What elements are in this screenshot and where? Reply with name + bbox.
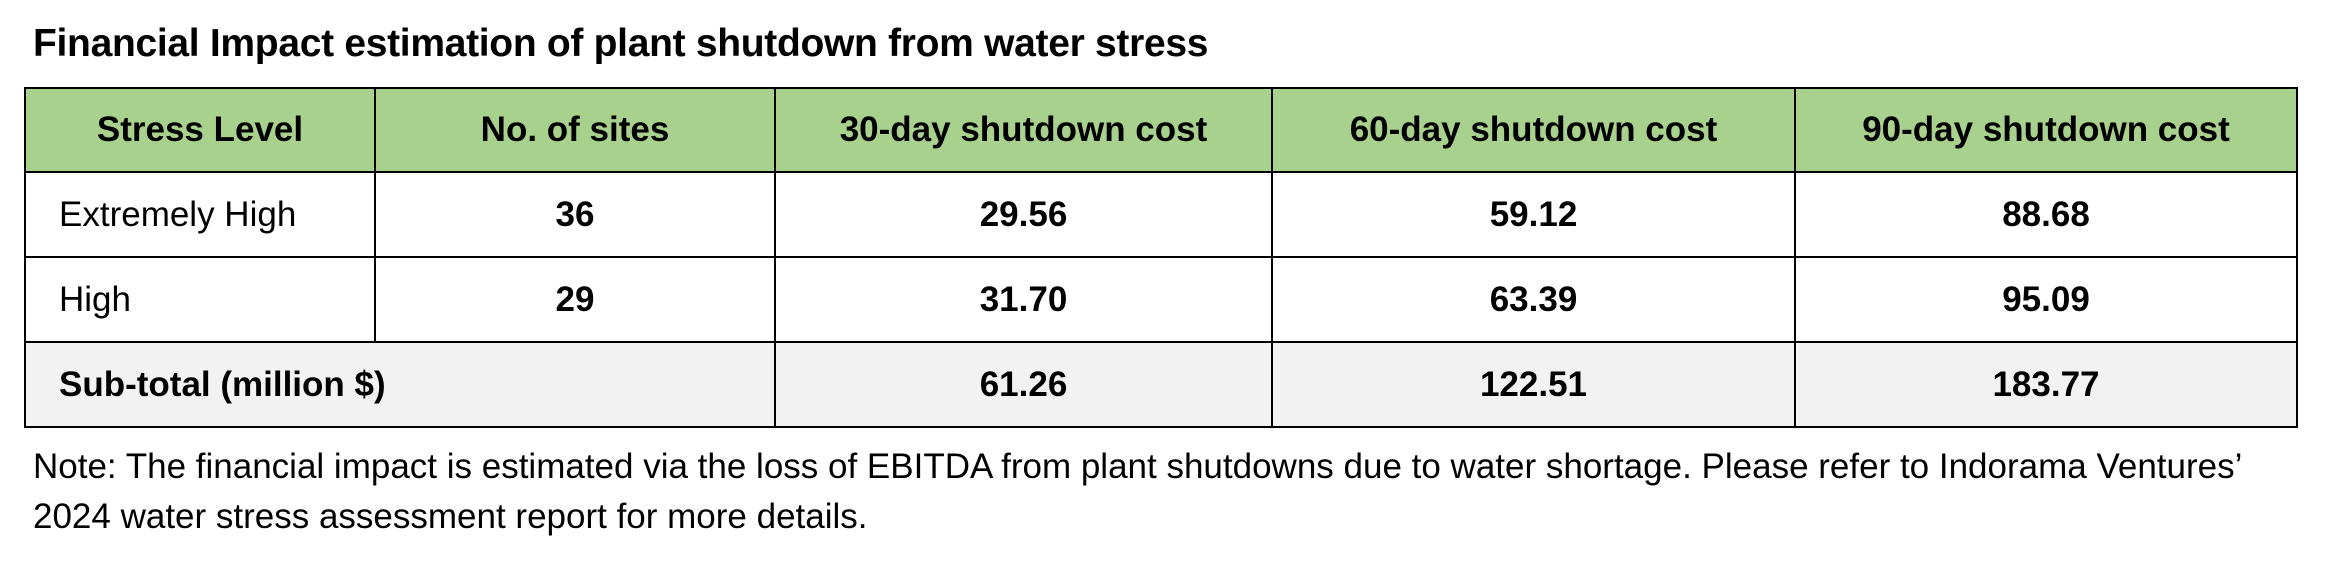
table-row: High 29 31.70 63.39 95.09 — [24, 256, 2298, 343]
cost-30-cell: 31.70 — [774, 256, 1273, 343]
cost-30-cell: 29.56 — [774, 171, 1273, 258]
cost-90-cell: 88.68 — [1794, 171, 2298, 258]
footnote: Note: The financial impact is estimated … — [33, 447, 2242, 536]
header-stress-level: Stress Level — [24, 87, 376, 173]
financial-impact-table: Stress Level No. of sites 30-day shutdow… — [24, 87, 2298, 428]
cost-60-cell: 63.39 — [1271, 256, 1796, 343]
page-title: Financial Impact estimation of plant shu… — [33, 22, 1209, 65]
sites-cell: 29 — [374, 256, 776, 343]
table-header-row: Stress Level No. of sites 30-day shutdow… — [24, 87, 2298, 173]
subtotal-row: Sub-total (million $) 61.26 122.51 183.7… — [24, 341, 2298, 428]
header-30-day-cost: 30-day shutdown cost — [774, 87, 1273, 173]
cost-60-cell: 59.12 — [1271, 171, 1796, 258]
stress-level-cell: Extremely High — [24, 171, 376, 258]
subtotal-label: Sub-total (million $) — [24, 341, 776, 428]
header-90-day-cost: 90-day shutdown cost — [1794, 87, 2298, 173]
stress-level-cell: High — [24, 256, 376, 343]
subtotal-cost-90: 183.77 — [1794, 341, 2298, 428]
header-60-day-cost: 60-day shutdown cost — [1271, 87, 1796, 173]
subtotal-cost-60: 122.51 — [1271, 341, 1796, 428]
subtotal-cost-30: 61.26 — [774, 341, 1273, 428]
cost-90-cell: 95.09 — [1794, 256, 2298, 343]
sites-cell: 36 — [374, 171, 776, 258]
table-row: Extremely High 36 29.56 59.12 88.68 — [24, 171, 2298, 258]
header-no-of-sites: No. of sites — [374, 87, 776, 173]
